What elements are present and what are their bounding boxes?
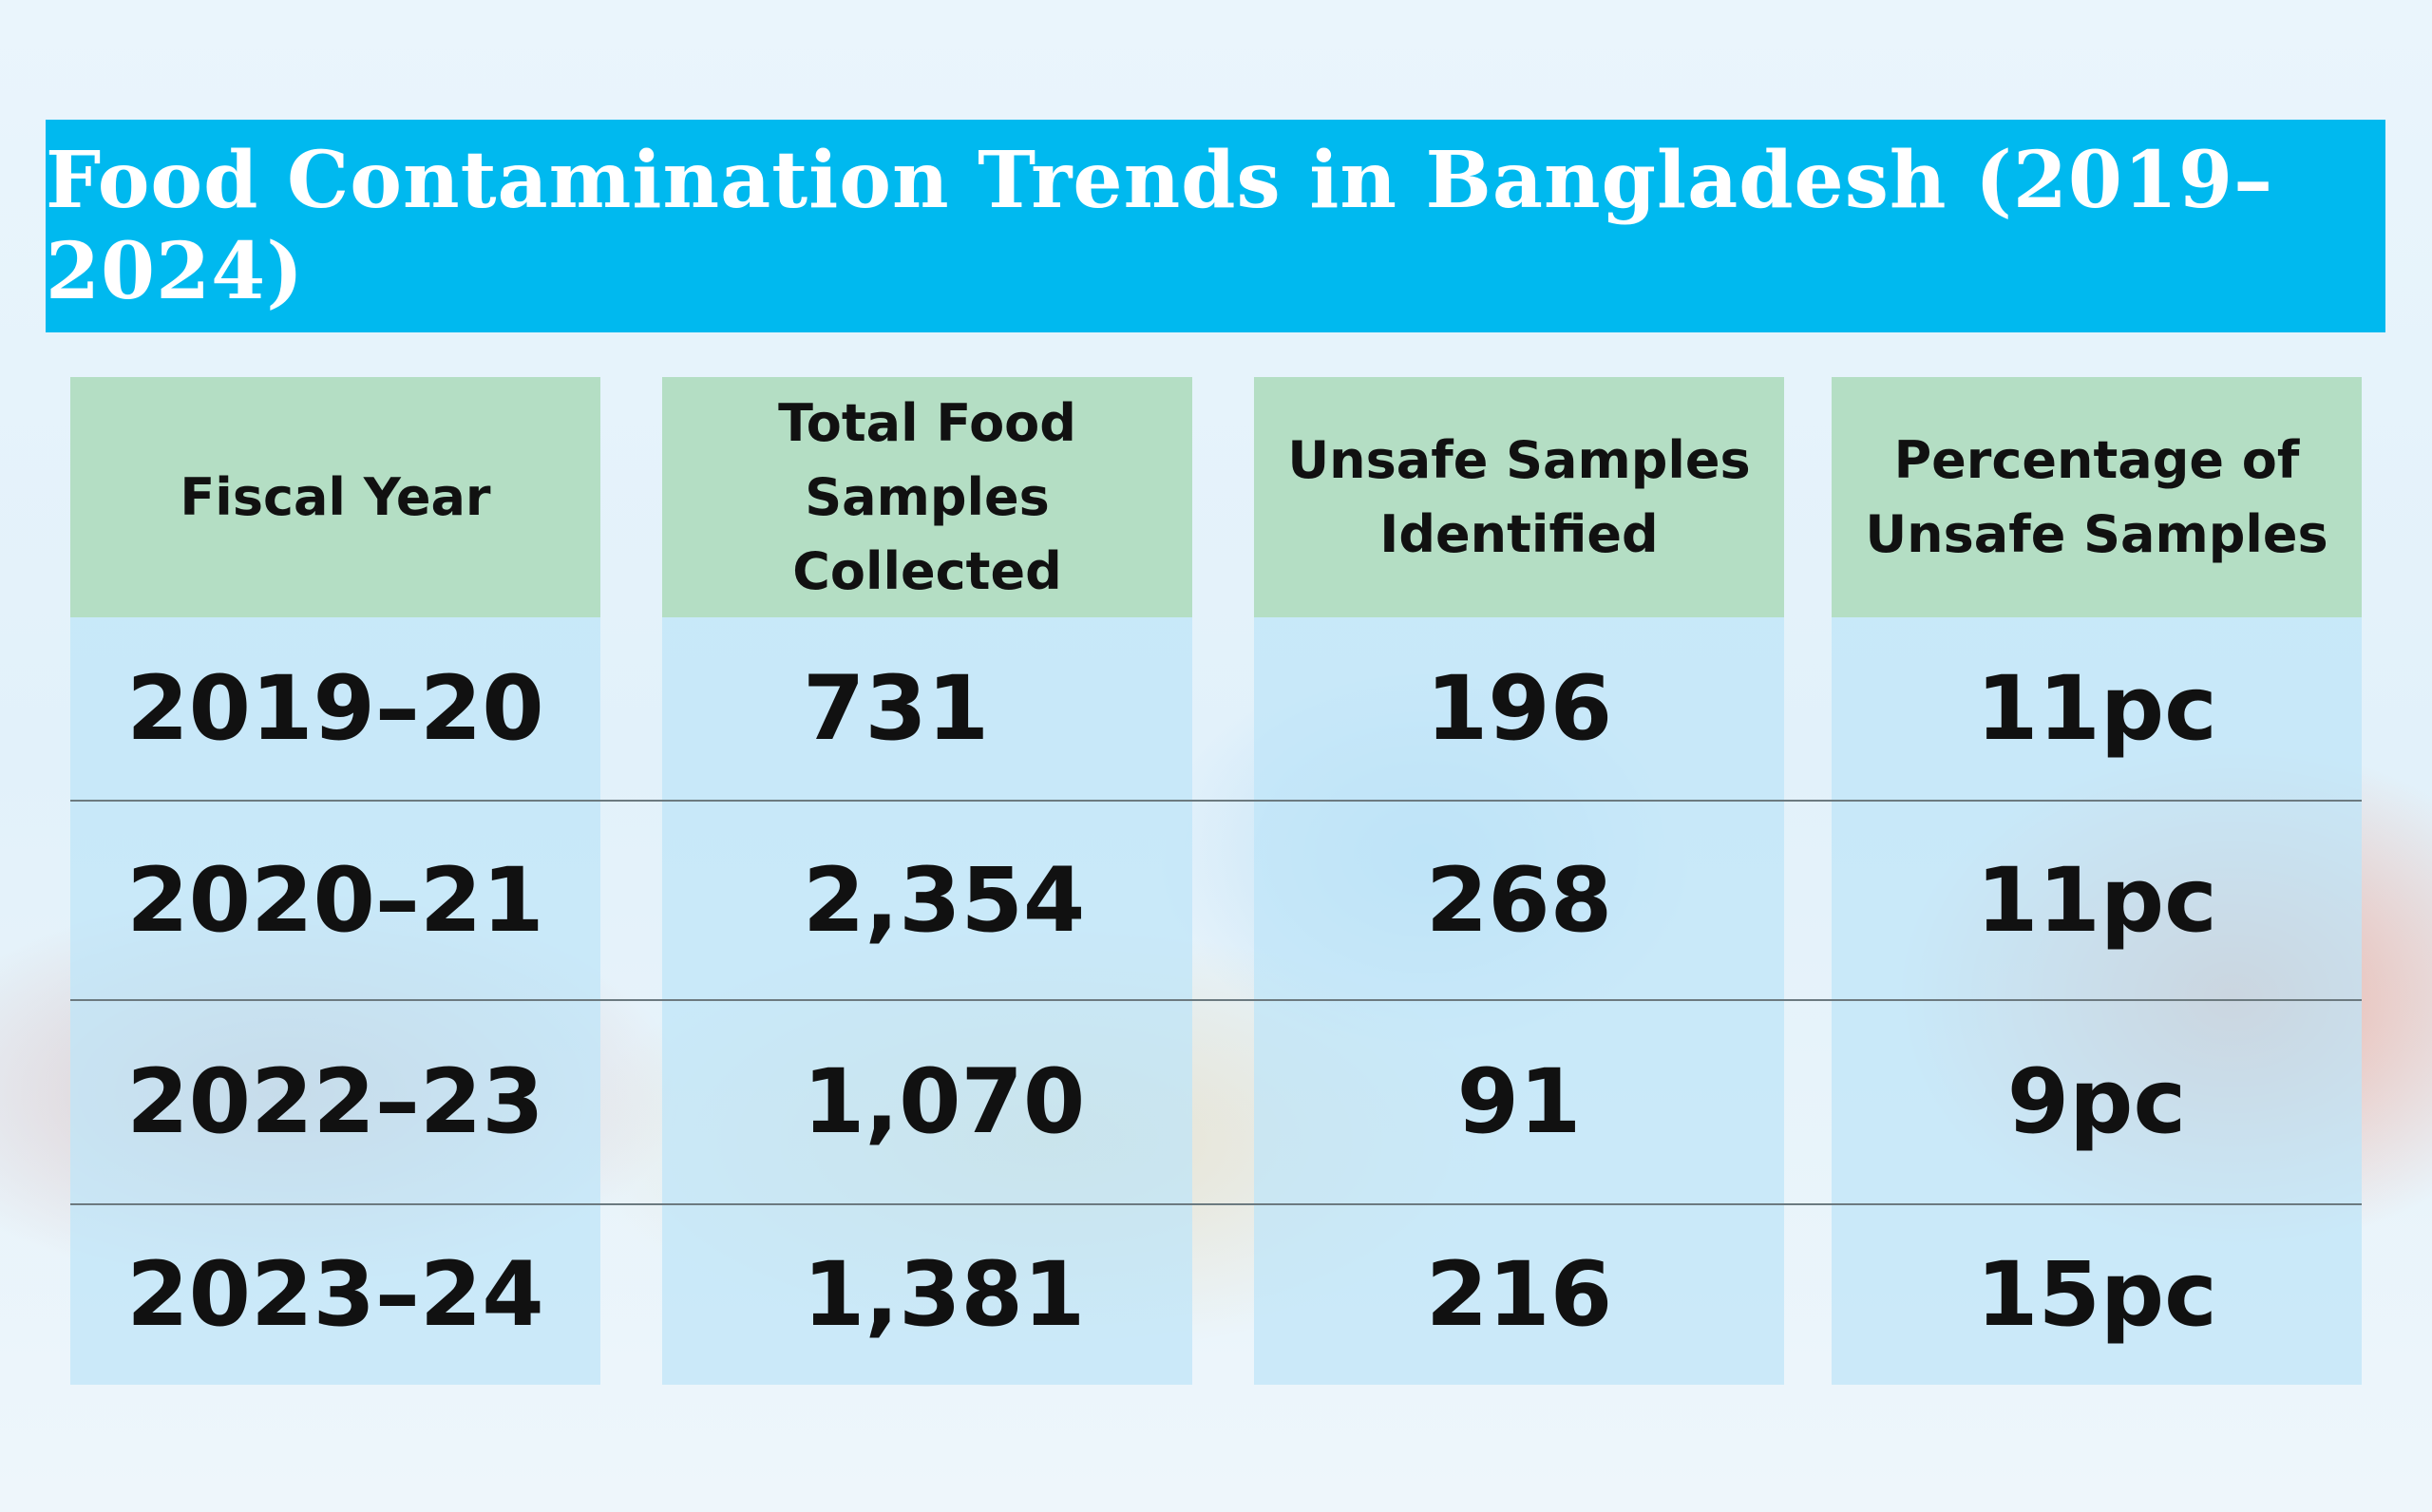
table-cell: 2019–20	[70, 617, 600, 801]
table-cell: 1,381	[662, 1204, 1192, 1385]
column-header: Fiscal Year	[70, 377, 600, 617]
row-divider	[70, 1203, 2362, 1205]
table-cell: 1,070	[662, 1000, 1192, 1204]
page-title: Food Contamination Trends in Bangladesh …	[46, 135, 2274, 317]
header-line: Identified	[1379, 503, 1659, 564]
header-line: Unsafe Samples	[1865, 503, 2328, 564]
column-fiscal-year: Fiscal Year 2019–20 2020–21 2022–23 2023…	[70, 377, 600, 1385]
table-cell: 9pc	[1832, 1000, 2362, 1204]
table-cell: 11pc	[1832, 801, 2362, 1000]
header-line: Total Food	[778, 392, 1076, 453]
table-cell: 731	[662, 617, 1192, 801]
column-header: Unsafe Samples Identified	[1254, 377, 1784, 617]
header-line: Percentage of	[1893, 429, 2300, 490]
column-header: Total Food Samples Collected	[662, 377, 1192, 617]
table-cell: 2023–24	[70, 1204, 600, 1385]
title-banner: Food Contamination Trends in Bangladesh …	[46, 120, 2385, 332]
table-cell: 2020–21	[70, 801, 600, 1000]
header-line: Fiscal Year	[180, 466, 491, 527]
table-cell: 11pc	[1832, 617, 2362, 801]
table-cell: 268	[1254, 801, 1784, 1000]
column-unsafe-samples: Unsafe Samples Identified 196 268 91 216	[1254, 377, 1784, 1385]
table-cell: 216	[1254, 1204, 1784, 1385]
header-line: Samples Collected	[792, 466, 1062, 601]
row-divider	[70, 800, 2362, 802]
table-cell: 196	[1254, 617, 1784, 801]
table-cell: 15pc	[1832, 1204, 2362, 1385]
table-cell: 2,354	[662, 801, 1192, 1000]
column-unsafe-percentage: Percentage of Unsafe Samples 11pc 11pc 9p…	[1832, 377, 2362, 1385]
table-cell: 91	[1254, 1000, 1784, 1204]
header-line: Unsafe Samples	[1287, 429, 1751, 490]
column-header: Percentage of Unsafe Samples	[1832, 377, 2362, 617]
table-cell: 2022–23	[70, 1000, 600, 1204]
column-total-samples: Total Food Samples Collected 731 2,354 1,…	[662, 377, 1192, 1385]
row-divider	[70, 999, 2362, 1001]
